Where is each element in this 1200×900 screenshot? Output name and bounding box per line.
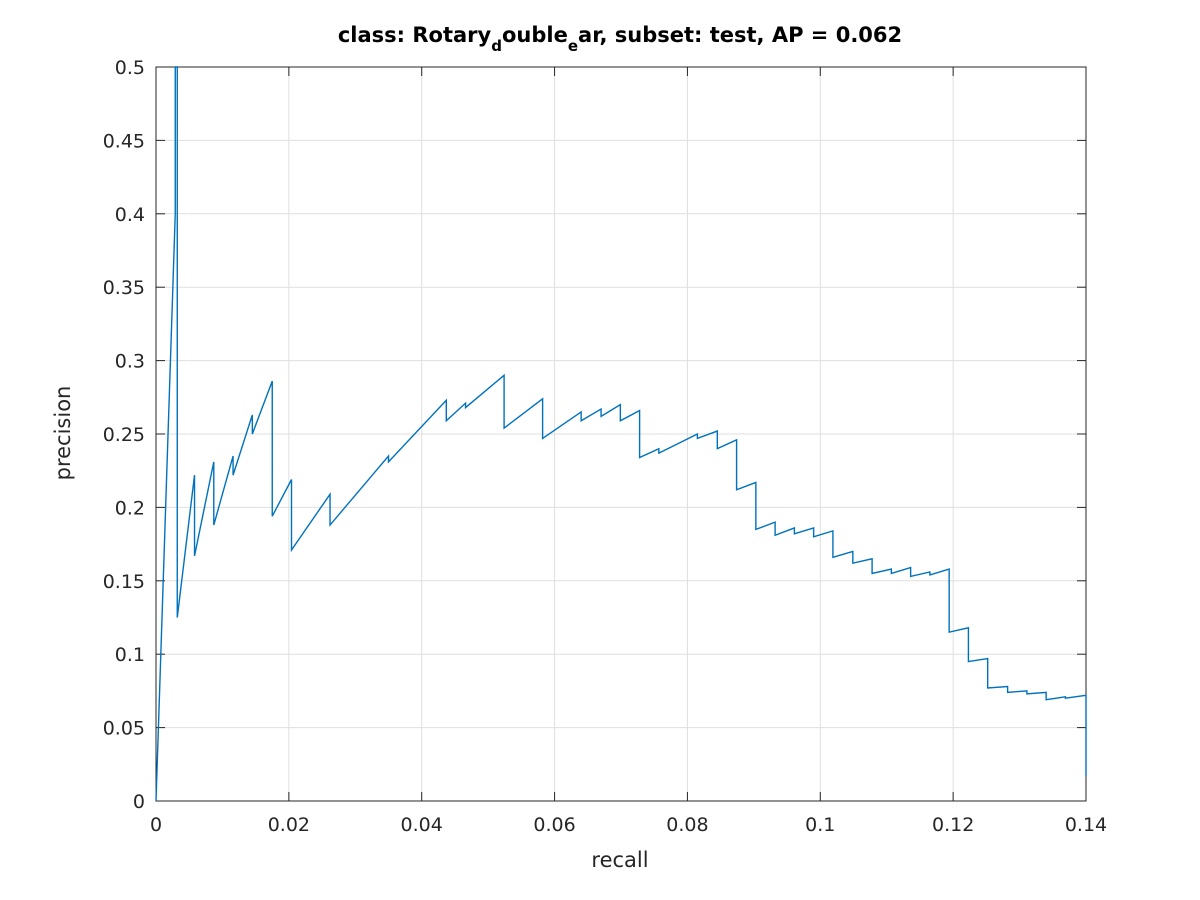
chart-title: class: Rotarydoubleear, subset: test, AP…: [338, 23, 902, 55]
x-tick-label: 0.04: [401, 814, 443, 836]
y-tick-label: 0.35: [103, 277, 145, 299]
title-mid: ouble: [502, 23, 568, 47]
x-tick-labels: 0 0.02 0.04 0.06 0.08 0.1 0.12 0.14: [150, 814, 1107, 836]
y-tick-label: 0.05: [103, 718, 145, 740]
y-tick-label: 0: [133, 791, 145, 813]
title-suffix: ar, subset: test, AP = 0.062: [578, 23, 902, 47]
x-tick-label: 0.08: [666, 814, 708, 836]
x-tick-label: 0.14: [1065, 814, 1107, 836]
x-tick-label: 0.12: [932, 814, 974, 836]
x-tick-label: 0: [150, 814, 162, 836]
x-tick-label: 0.02: [268, 814, 310, 836]
x-tick-label: 0.1: [805, 814, 835, 836]
y-axis-label: precision: [51, 386, 75, 481]
grid: [155, 66, 1087, 802]
y-tick-label: 0.45: [103, 130, 145, 152]
y-tick-label: 0.25: [103, 424, 145, 446]
title-sub2: e: [568, 37, 578, 55]
x-axis-label: recall: [591, 848, 648, 872]
series: [155, 66, 1087, 802]
y-tick-label: 0.3: [115, 351, 145, 373]
axes: [155, 66, 1087, 802]
y-tick-label: 0.4: [115, 204, 145, 226]
y-tick-label: 0.5: [115, 57, 145, 79]
y-tick-label: 0.1: [115, 644, 145, 666]
y-tick-label: 0.2: [115, 497, 145, 519]
y-tick-label: 0.15: [103, 571, 145, 593]
title-prefix: class: Rotary: [338, 23, 492, 47]
precision-recall-line: [155, 66, 1087, 802]
title-sub1: d: [491, 37, 502, 55]
x-tick-label: 0.06: [533, 814, 575, 836]
y-tick-labels: 0 0.05 0.1 0.15 0.2 0.25 0.3 0.35 0.4 0.45 0.5: [103, 57, 145, 813]
